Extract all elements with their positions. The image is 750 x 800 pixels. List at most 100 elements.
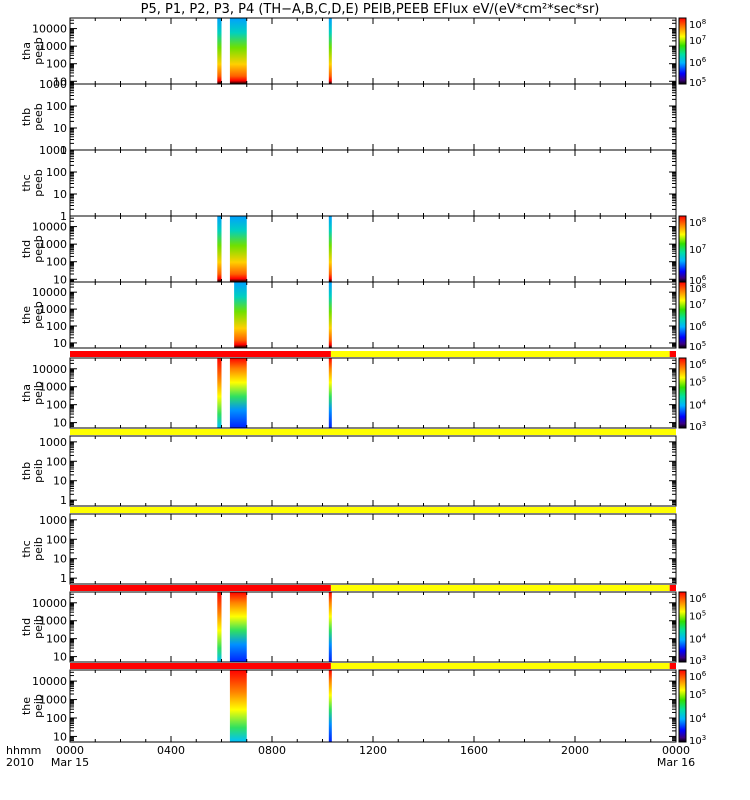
panel-ylabel: peeb — [32, 235, 45, 263]
panel-frame — [69, 357, 677, 429]
colorbar-gradient — [678, 591, 687, 663]
mode-bar-segment — [70, 663, 331, 669]
x-tick-sublabel: Mar 16 — [657, 756, 695, 769]
y-tick-label: 100 — [46, 399, 67, 412]
y-tick-label: 1000 — [39, 238, 67, 251]
colorbar-tick-label: 105 — [689, 76, 706, 89]
x-tick-label: 0000 — [662, 744, 690, 757]
y-tick-label: 1 — [60, 494, 67, 507]
chart-title: P5, P1, P2, P3, P4 (TH−A,B,C,D,E) PEIB,P… — [141, 2, 600, 17]
panel-frame — [69, 669, 677, 743]
panel-thd-peeb: 10000 1000 100 10 thd peeb 108 107 106 — [20, 215, 707, 287]
mode-bar-segment — [669, 663, 676, 669]
panel-ylabel: peib — [32, 694, 45, 718]
spectrogram-block — [229, 18, 247, 84]
panel-frame — [69, 215, 677, 283]
panel-ylabel: thb — [20, 462, 33, 480]
spectrogram-block — [217, 358, 222, 428]
colorbar-tick-label: 105 — [689, 688, 706, 701]
panel-frame — [69, 281, 677, 349]
panel-thb-peib: 1000 100 10 1 thb peib — [20, 429, 677, 507]
x-axis-labels: hhmm 2010 — [6, 744, 41, 769]
panel-ylabel: peib — [32, 537, 45, 561]
colorbar-tick-label: 106 — [689, 56, 707, 69]
y-tick-label: 100 — [46, 166, 67, 179]
y-tick-label: 1000 — [39, 694, 67, 707]
x-axis-label-top: hhmm — [6, 744, 41, 757]
panel-ylabel: the — [20, 697, 33, 715]
colorbar: 106 105 104 103 — [678, 669, 707, 747]
y-tick-label: 10000 — [32, 286, 67, 299]
panel-the-peib: 10000 1000 100 10 the peib 106 105 104 103 — [20, 663, 707, 747]
y-tick-label: 10 — [53, 75, 67, 88]
y-tick-label: 100 — [46, 58, 67, 71]
colorbar: 108 107 106 — [678, 215, 707, 287]
colorbar-tick-label: 103 — [689, 420, 706, 433]
y-tick-label: 100 — [46, 256, 67, 269]
colorbar-tick-label: 103 — [689, 734, 706, 747]
panel-ylabel: peib — [32, 459, 45, 483]
spectrogram-block — [328, 592, 332, 662]
y-tick-label: 1000 — [39, 436, 67, 449]
colorbar-tick-label: 105 — [689, 609, 706, 622]
y-tick-label: 100 — [46, 633, 67, 646]
x-axis-label-bottom: 2010 — [6, 756, 34, 769]
panel-frame — [69, 513, 677, 585]
y-tick-label: 1 — [60, 210, 67, 223]
panel-thb-peeb: 1000 100 10 1 thb peeb — [20, 78, 677, 157]
panel-ylabel: peib — [32, 615, 45, 639]
panel-thc-peeb: 1000 100 10 1 thc peeb — [20, 144, 677, 223]
x-tick-label: 0800 — [258, 744, 286, 757]
y-tick-label: 1000 — [39, 78, 67, 91]
spectrogram-block — [229, 670, 247, 742]
panel-frame — [69, 591, 677, 663]
x-tick-label: 1200 — [359, 744, 387, 757]
y-tick-label: 100 — [46, 712, 67, 725]
y-tick-label: 10 — [53, 273, 67, 286]
y-tick-label: 1 — [60, 144, 67, 157]
y-tick-label: 10 — [53, 122, 67, 135]
panel-ylabel: peeb — [32, 301, 45, 329]
y-tick-label: 1000 — [39, 381, 67, 394]
colorbar-tick-label: 108 — [689, 282, 706, 295]
panel-thc-peib: 1000 100 10 1 thc peib — [20, 507, 677, 585]
mode-bar-segment — [669, 351, 676, 357]
panel-tha-peeb: 10000 1000 100 10 tha peeb 108 107 106 105 — [20, 17, 707, 89]
spectrogram-block — [328, 18, 332, 84]
panel-ylabel: thc — [20, 174, 33, 191]
x-tick-label: 2000 — [561, 744, 589, 757]
y-tick-label: 100 — [46, 100, 67, 113]
y-tick-label: 10 — [53, 475, 67, 488]
colorbar-tick-label: 106 — [689, 592, 707, 605]
colorbar-gradient — [678, 669, 687, 743]
colorbar-tick-label: 106 — [689, 670, 707, 683]
colorbar-gradient — [678, 281, 687, 349]
x-tick-label: 1600 — [460, 744, 488, 757]
colorbar-tick-label: 106 — [689, 358, 707, 371]
spectrogram-block — [229, 216, 247, 282]
colorbar-tick-label: 107 — [689, 243, 706, 256]
mode-bar-segment — [330, 663, 670, 669]
panel-the-peeb: 10000 1000 100 10 the peeb 108 107 106 105 — [20, 281, 707, 353]
spectrogram-block — [328, 282, 332, 348]
y-tick-label: 1000 — [39, 40, 67, 53]
y-tick-label: 10 — [53, 730, 67, 743]
mode-bar-segment — [70, 585, 331, 591]
y-tick-label: 100 — [46, 533, 67, 546]
y-tick-label: 100 — [46, 455, 67, 468]
colorbar-tick-label: 105 — [689, 340, 706, 353]
spectrogram-block — [328, 216, 332, 282]
spectrogram-block — [217, 216, 222, 282]
y-tick-label: 10 — [53, 188, 67, 201]
colorbar-tick-label: 107 — [689, 34, 706, 47]
y-tick-label: 10000 — [32, 597, 67, 610]
panel-tha-peib: 10000 1000 100 10 tha peib 106 105 104 103 — [20, 351, 707, 433]
y-tick-label: 1000 — [39, 514, 67, 527]
panel-frame — [69, 17, 677, 85]
panel-frame — [69, 149, 677, 217]
y-tick-label: 1000 — [39, 144, 67, 157]
panel-ylabel: peeb — [32, 103, 45, 131]
spectrogram-block — [217, 18, 222, 84]
panel-ylabel: the — [20, 306, 33, 324]
